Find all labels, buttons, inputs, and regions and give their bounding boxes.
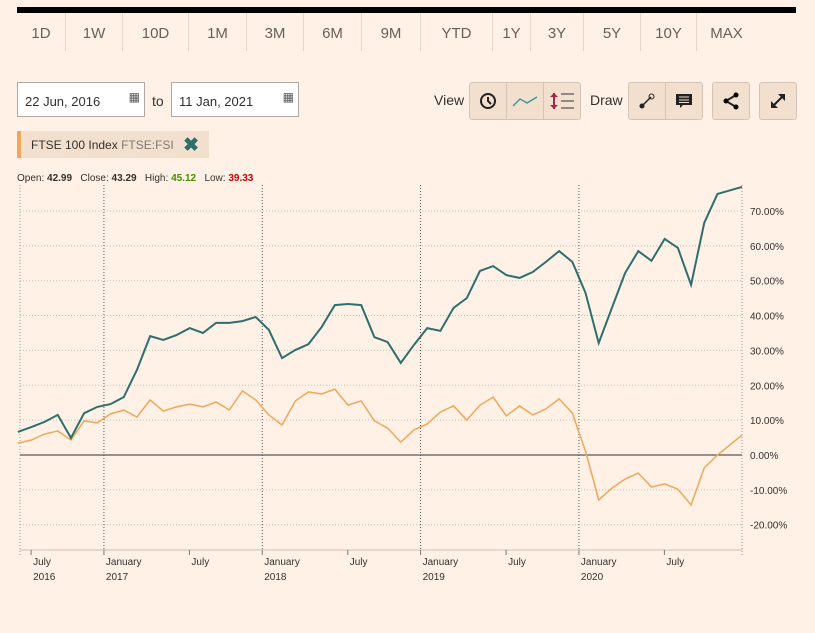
series-line-1: [17, 388, 743, 507]
x-tick-year: 2018: [264, 572, 287, 583]
x-tick-label: January: [106, 557, 142, 568]
open-value: 42.99: [47, 173, 73, 184]
calendar-icon[interactable]: ▦: [282, 90, 294, 104]
ohlc-stats: Open: 42.99 Close: 43.29 High: 45.12 Low…: [17, 173, 253, 184]
date-to-input[interactable]: 11 Jan, 2021 ▦: [171, 82, 299, 117]
draw-buttons: [628, 82, 703, 120]
x-tick-year: 2019: [423, 572, 446, 583]
draw-label: Draw: [590, 92, 623, 108]
range-1m[interactable]: 1M: [189, 13, 247, 51]
high-label: High:: [144, 173, 169, 184]
x-tick-label: July: [350, 557, 368, 568]
x-tick-label: January: [581, 557, 617, 568]
share-icon[interactable]: [713, 83, 749, 119]
y-tick-label: 40.00%: [750, 312, 784, 323]
range-5y[interactable]: 5Y: [584, 13, 641, 51]
x-tick-year: 2020: [581, 572, 604, 583]
x-tick-label: January: [264, 557, 300, 568]
close-label: Close:: [80, 173, 109, 184]
range-3m[interactable]: 3M: [247, 13, 304, 51]
view-buttons: [469, 82, 581, 120]
close-value: 43.29: [111, 173, 137, 184]
range-1y[interactable]: 1Y: [493, 13, 531, 51]
line-draw-icon[interactable]: [629, 83, 666, 119]
range-1w[interactable]: 1W: [66, 13, 123, 51]
line-chart-icon[interactable]: [507, 83, 544, 119]
date-from-value: 22 Jun, 2016: [25, 94, 101, 109]
scale-icon[interactable]: [544, 83, 580, 119]
y-tick-label: 10.00%: [750, 416, 784, 427]
y-tick-label: 20.00%: [750, 381, 784, 392]
range-3y[interactable]: 3Y: [531, 13, 584, 51]
y-tick-label: 70.00%: [750, 207, 784, 218]
y-tick-label: 60.00%: [750, 242, 784, 253]
date-to-value: 11 Jan, 2021: [179, 94, 254, 109]
range-10y[interactable]: 10Y: [641, 13, 697, 51]
top-bar: [17, 7, 796, 13]
expand-icon[interactable]: [760, 83, 796, 119]
x-tick-label: July: [191, 557, 209, 568]
y-tick-label: 30.00%: [750, 346, 784, 357]
x-tick-label: January: [423, 557, 459, 568]
y-tick-label: -10.00%: [750, 486, 787, 497]
calendar-icon[interactable]: ▦: [128, 90, 140, 104]
range-selector: 1D 1W 10D 1M 3M 6M 9M YTD 1Y 3Y 5Y 10Y MAX: [17, 13, 796, 53]
low-label: Low:: [204, 173, 226, 184]
view-label: View: [434, 92, 465, 108]
range-10d[interactable]: 10D: [123, 13, 189, 51]
instrument-code: FTSE:FSI: [121, 138, 174, 152]
open-label: Open:: [17, 173, 45, 184]
x-tick-label: July: [33, 557, 51, 568]
series-line-0: [17, 185, 743, 440]
range-9m[interactable]: 9M: [362, 13, 421, 51]
x-tick-year: 2017: [106, 572, 129, 583]
y-tick-label: 0.00%: [750, 451, 778, 462]
high-value: 45.12: [171, 173, 197, 184]
instrument-chip: FTSE 100 Index FTSE:FSI ✖: [17, 131, 209, 158]
date-from-input[interactable]: 22 Jun, 2016 ▦: [17, 82, 145, 117]
share-button[interactable]: [712, 82, 750, 120]
range-ytd[interactable]: YTD: [421, 13, 493, 51]
x-tick-label: July: [508, 557, 526, 568]
expand-button[interactable]: [759, 82, 797, 120]
range-6m[interactable]: 6M: [304, 13, 362, 51]
y-tick-label: 50.00%: [750, 277, 784, 288]
comment-icon[interactable]: [666, 83, 702, 119]
x-tick-year: 2016: [33, 572, 56, 583]
range-max[interactable]: MAX: [710, 25, 743, 42]
y-tick-label: -20.00%: [750, 521, 787, 532]
remove-instrument-icon[interactable]: ✖: [183, 135, 199, 156]
to-label: to: [152, 93, 164, 109]
low-value: 39.33: [228, 173, 254, 184]
x-tick-label: July: [666, 557, 684, 568]
instrument-name: FTSE 100 Index: [31, 138, 118, 152]
clock-icon[interactable]: [470, 83, 507, 119]
range-1d[interactable]: 1D: [17, 13, 66, 51]
